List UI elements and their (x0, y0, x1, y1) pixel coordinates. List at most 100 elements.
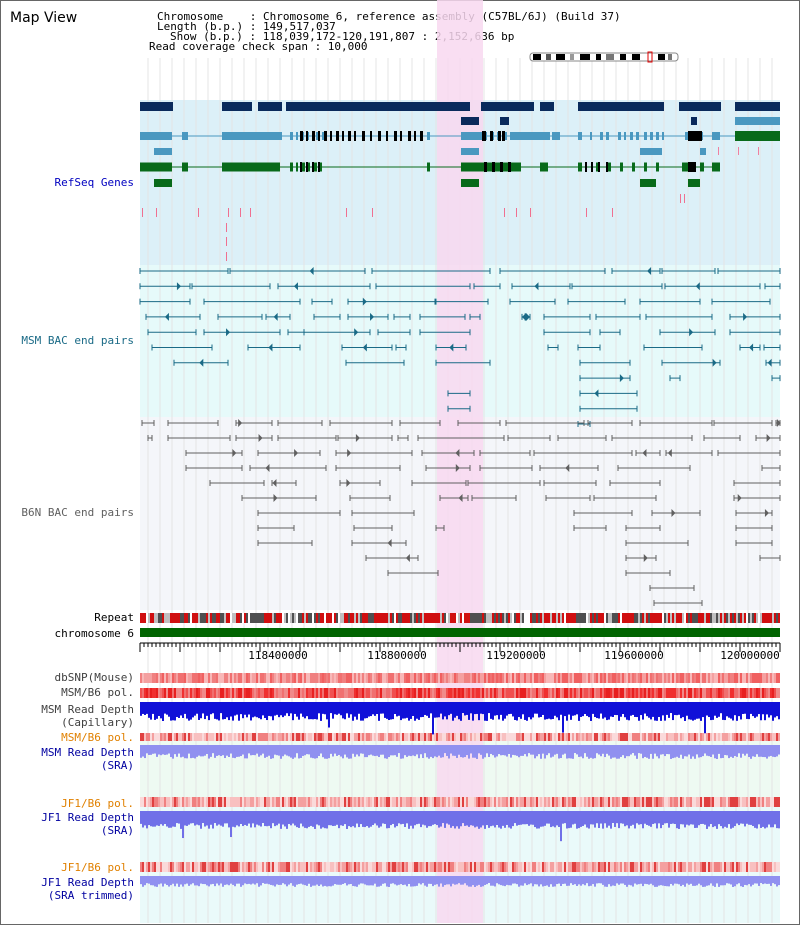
polymorphism-cell (542, 797, 544, 807)
polymorphism-cell (756, 673, 758, 683)
read-depth-bar (690, 745, 692, 759)
polymorphism-cell (436, 733, 438, 741)
polymorphism-cell (504, 862, 506, 872)
read-depth-bar (302, 702, 304, 717)
polymorphism-cell (732, 797, 734, 807)
polymorphism-cell (314, 688, 316, 698)
read-depth-bar (492, 745, 494, 756)
read-depth-bar (692, 811, 694, 825)
read-depth-bar (656, 876, 658, 887)
polymorphism-cell (712, 688, 714, 698)
read-depth-bar (286, 702, 288, 714)
polymorphism-cell (576, 673, 578, 683)
repeat-element (490, 613, 492, 623)
read-depth-bar (262, 745, 264, 754)
polymorphism-cell (758, 688, 760, 698)
read-depth-bar (276, 811, 278, 826)
read-depth-bar (730, 876, 732, 885)
polymorphism-cell (710, 797, 712, 807)
polymorphism-cell (650, 673, 652, 683)
repeat-element (358, 613, 360, 623)
read-depth-bar (766, 876, 768, 884)
polymorphism-cell (204, 688, 206, 698)
polymorphism-cell (322, 673, 324, 683)
read-depth-bar (180, 876, 182, 885)
repeat-element (548, 613, 550, 623)
polymorphism-cell (180, 797, 182, 807)
polymorphism-cell (214, 797, 216, 807)
read-depth-bar (414, 745, 416, 757)
gene-exon (408, 131, 411, 141)
polymorphism-cell (644, 797, 646, 807)
polymorphism-cell (348, 673, 350, 683)
polymorphism-cell (412, 673, 414, 683)
read-depth-bar (558, 745, 560, 759)
read-depth-bar (296, 702, 298, 717)
polymorphism-cell (342, 673, 344, 683)
read-depth-bar (174, 811, 176, 827)
read-depth-bar (318, 702, 320, 714)
gene-exon (700, 162, 704, 172)
polymorphism-cell (662, 688, 664, 698)
polymorphism-cell (600, 688, 602, 698)
polymorphism-cell (234, 862, 236, 872)
polymorphism-cell (568, 862, 570, 872)
read-depth-bar (274, 745, 276, 755)
polymorphism-cell (434, 673, 436, 683)
read-depth-bar (580, 811, 582, 827)
repeat-element (624, 613, 626, 623)
read-depth-bar (250, 702, 252, 721)
polymorphism-cell (760, 733, 762, 741)
polymorphism-cell (676, 673, 678, 683)
bac-end-arrow (766, 434, 771, 442)
read-depth-bar (164, 811, 166, 825)
polymorphism-cell (298, 862, 300, 872)
polymorphism-cell (328, 688, 330, 698)
track-label-msm-bac[interactable]: MSM BAC end pairs (21, 334, 134, 347)
polymorphism-cell (754, 673, 756, 683)
read-depth-bar (386, 745, 388, 759)
polymorphism-cell (210, 797, 212, 807)
polymorphism-cell (296, 673, 298, 683)
repeat-element (534, 613, 536, 623)
repeat-element (300, 613, 302, 623)
polymorphism-cell (220, 797, 222, 807)
polymorphism-cell (310, 733, 312, 741)
read-depth-bar (380, 811, 382, 827)
polymorphism-cell (164, 688, 166, 698)
read-depth-bar (520, 745, 522, 756)
polymorphism-cell (556, 673, 558, 683)
read-depth-bar (216, 811, 218, 826)
polymorphism-cell (746, 688, 748, 698)
polymorphism-cell (686, 688, 688, 698)
repeat-element (378, 613, 380, 623)
polymorphism-cell (442, 862, 444, 872)
polymorphism-cell (466, 797, 468, 807)
polymorphism-cell (568, 733, 570, 741)
read-depth-bar (490, 702, 492, 719)
read-depth-bar (144, 811, 146, 826)
read-depth-bar (748, 745, 750, 758)
polymorphism-cell (250, 862, 252, 872)
polymorphism-cell (584, 733, 586, 741)
read-depth-bar (732, 702, 734, 721)
repeat-element (628, 613, 630, 623)
track-label-b6n-bac[interactable]: B6N BAC end pairs (21, 506, 134, 519)
gene-tick (250, 208, 251, 217)
polymorphism-cell (480, 733, 482, 741)
polymorphism-cell (684, 673, 686, 683)
polymorphism-cell (170, 688, 172, 698)
track-label-msm-depth-sra-sub: (SRA) (100, 759, 134, 772)
read-depth-bar (222, 745, 224, 756)
polymorphism-cell (568, 797, 570, 807)
repeat-element (222, 613, 224, 623)
polymorphism-cell (472, 733, 474, 741)
read-depth-bar (330, 876, 332, 887)
repeat-element (742, 613, 744, 623)
polymorphism-cell (618, 797, 620, 807)
polymorphism-cell (694, 688, 696, 698)
track-label-refseq[interactable]: RefSeq Genes (54, 176, 134, 189)
polymorphism-cell (552, 733, 554, 741)
polymorphism-cell (448, 797, 450, 807)
